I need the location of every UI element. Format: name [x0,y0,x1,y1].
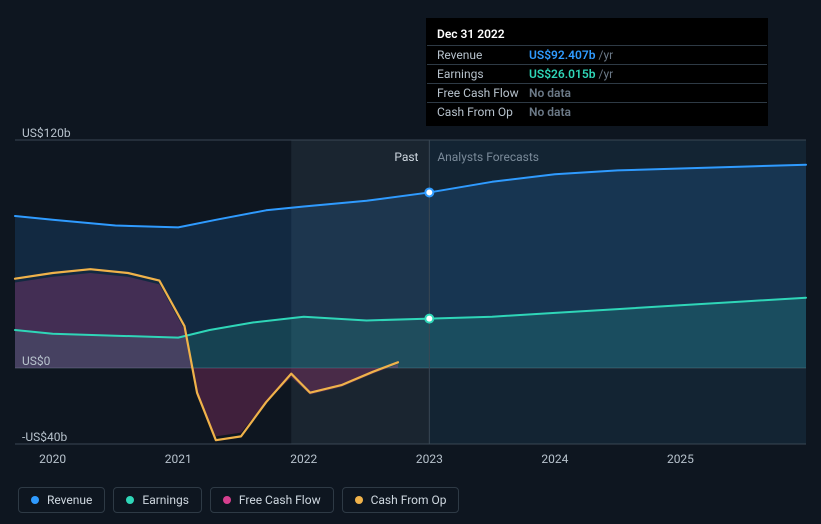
y-axis-label: US$0 [22,354,50,368]
section-label-past: Past [394,150,418,164]
x-axis-label: 2020 [39,452,66,466]
legend-dot-icon [355,496,363,504]
tooltip-row-unit: /yr [599,67,614,81]
legend-label: Cash From Op [371,493,447,507]
tooltip-row-value: No data [529,86,571,100]
x-axis-label: 2022 [290,452,317,466]
tooltip-row-label: Earnings [437,67,529,81]
legend-label: Earnings [142,493,189,507]
x-axis-label: 2025 [667,452,694,466]
legend-label: Free Cash Flow [239,493,321,507]
legend-dot-icon [223,496,231,504]
chart-tooltip: Dec 31 2022 RevenueUS$92.407b/yrEarnings… [426,18,768,126]
x-axis-label: 2021 [165,452,192,466]
legend-item-revenue[interactable]: Revenue [18,487,105,513]
tooltip-row-label: Revenue [437,48,529,62]
y-axis-label: US$120b [22,126,71,140]
tooltip-row: EarningsUS$26.015b/yr [427,65,767,84]
y-axis-label: -US$40b [22,430,67,444]
legend-dot-icon [31,496,39,504]
x-axis-label: 2023 [416,452,443,466]
chart-legend: Revenue Earnings Free Cash Flow Cash From O… [18,487,459,513]
section-label-forecast: Analysts Forecasts [437,150,539,164]
tooltip-row-value: No data [529,105,571,119]
legend-item-cfo[interactable]: Cash From Op [342,487,460,513]
legend-label: Revenue [47,493,92,507]
tooltip-row-unit: /yr [599,48,614,62]
legend-dot-icon [126,496,134,504]
tooltip-row: Free Cash FlowNo data [427,84,767,103]
tooltip-row-label: Free Cash Flow [437,86,529,100]
tooltip-row: RevenueUS$92.407b/yr [427,46,767,65]
legend-item-fcf[interactable]: Free Cash Flow [210,487,334,513]
tooltip-date: Dec 31 2022 [427,23,767,46]
legend-item-earnings[interactable]: Earnings [113,487,202,513]
tooltip-row-value: US$26.015b [529,67,596,81]
tooltip-row: Cash From OpNo data [427,103,767,121]
tooltip-row-label: Cash From Op [437,105,529,119]
x-axis-label: 2024 [541,452,568,466]
tooltip-row-value: US$92.407b [529,48,596,62]
